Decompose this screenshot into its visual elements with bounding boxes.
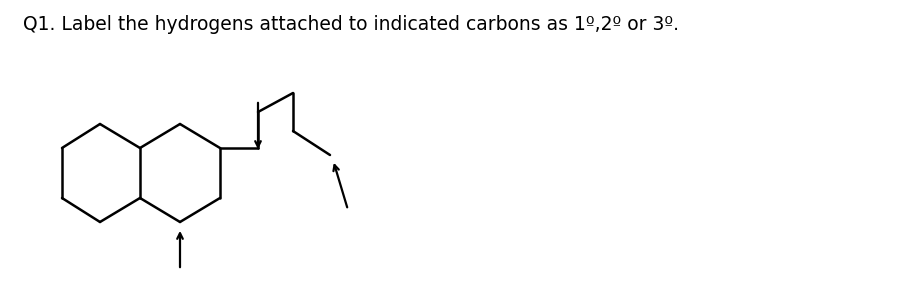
Text: Q1. Label the hydrogens attached to indicated carbons as 1º,2º or 3º.: Q1. Label the hydrogens attached to indi… — [23, 15, 679, 34]
